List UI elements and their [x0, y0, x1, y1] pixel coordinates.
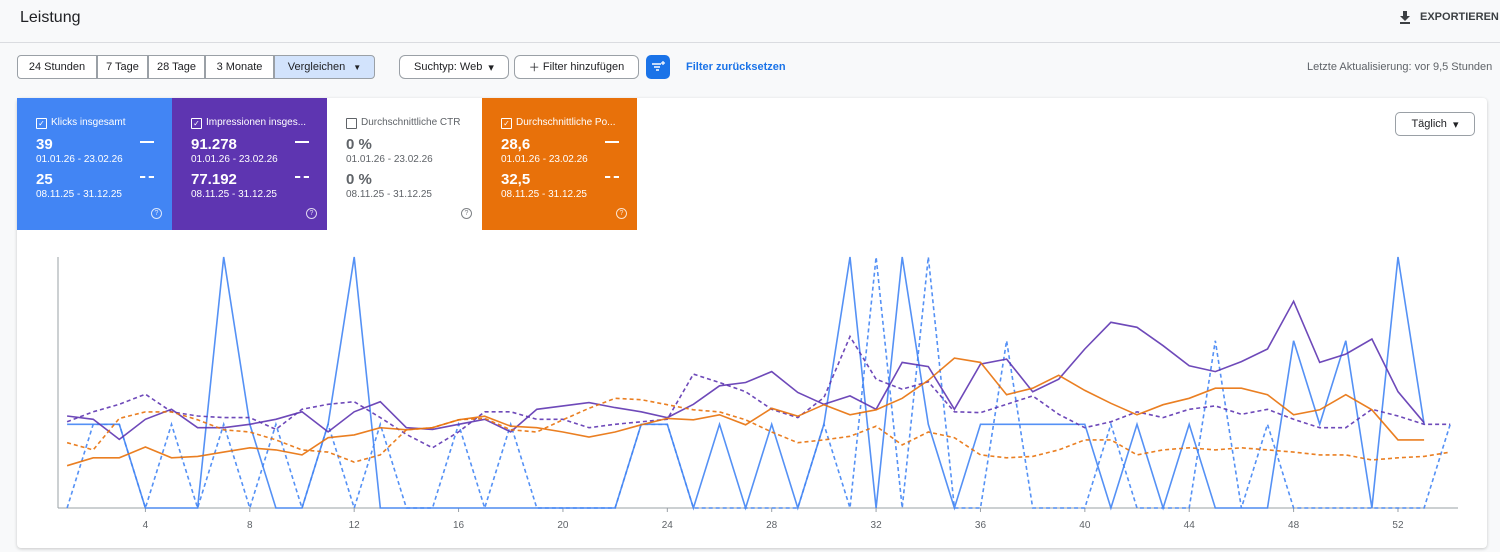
metric-period: 01.01.26 - 23.02.26: [191, 154, 278, 165]
metric-total: 28,6: [501, 136, 531, 153]
filter-icon: [652, 61, 665, 71]
metric-card[interactable]: ✓ Impressionen insges... 91.278 01.01.26 - …: [172, 98, 327, 230]
checkbox: ✓: [191, 118, 202, 129]
dashed-indicator: [605, 176, 619, 178]
x-tick-label: 28: [766, 520, 778, 531]
export-button[interactable]: EXPORTIEREN: [1420, 11, 1499, 23]
x-tick-label: 32: [871, 520, 883, 531]
current-line: [66, 299, 1425, 441]
metric-card[interactable]: ✓ Durchschnittliche Po... 28,6 01.01.26 - 2…: [482, 98, 637, 230]
range-button[interactable]: 3 Monate: [205, 55, 274, 79]
metric-previous-total: 77.192: [191, 171, 237, 188]
download-icon[interactable]: [1398, 10, 1412, 24]
dashed-indicator: [295, 176, 309, 178]
metric-total: 0 %: [346, 136, 372, 153]
reset-filter[interactable]: Filter zurücksetzen: [686, 61, 786, 73]
metric-previous-period: 08.11.25 - 31.12.25: [346, 189, 432, 200]
last-update: Letzte Aktualisierung: vor 9,5 Stunden: [1307, 61, 1493, 73]
metric-previous-period: 08.11.25 - 31.12.25: [501, 189, 587, 200]
metric-period: 01.01.26 - 23.02.26: [501, 154, 588, 165]
x-tick-label: 36: [975, 520, 987, 531]
metric-period: 01.01.26 - 23.02.26: [346, 154, 433, 165]
solid-indicator: [140, 141, 154, 143]
metric-label: Klicks insgesamt: [51, 117, 126, 128]
metric-period: 01.01.26 - 23.02.26: [36, 154, 123, 165]
x-tick-label: 16: [453, 520, 465, 531]
current-line: [67, 256, 1425, 511]
x-tick-label: 48: [1288, 520, 1300, 531]
help-icon: ?: [306, 208, 317, 219]
x-tick-label: 8: [247, 520, 253, 531]
granularity-button[interactable]: Täglich ▾: [1395, 112, 1475, 136]
help-icon: ?: [616, 208, 627, 219]
metric-previous-total: 32,5: [501, 171, 531, 188]
metric-previous-total: 0 %: [346, 171, 372, 188]
search-type-button[interactable]: Suchtyp: Web ▾: [399, 55, 509, 79]
search-type: Suchtyp: Web: [414, 61, 483, 73]
dropdown-arrow: ▼: [353, 62, 362, 72]
add-filter: Filter hinzufügen: [542, 61, 625, 73]
help-icon: ?: [461, 208, 472, 219]
previous-line: [66, 397, 1451, 463]
checkbox: ✓: [501, 118, 512, 129]
x-tick-label: 40: [1079, 520, 1091, 531]
range-button[interactable]: 24 Stunden: [17, 55, 97, 79]
metric-previous-period: 08.11.25 - 31.12.25: [36, 189, 122, 200]
previous-line: [66, 256, 1451, 511]
metric-previous-total: 25: [36, 171, 53, 188]
dashed-indicator: [140, 176, 154, 178]
x-tick-label: 44: [1184, 520, 1196, 531]
range-button[interactable]: 7 Tage: [97, 55, 148, 79]
solid-indicator: [605, 141, 619, 143]
checkbox: ✓: [36, 118, 47, 129]
metric-card[interactable]: Durchschnittliche CTR 0 % 01.01.26 - 23.02…: [327, 98, 482, 230]
metric-label: Durchschnittliche Po...: [516, 117, 616, 128]
granularity: Täglich: [1411, 118, 1447, 130]
solid-indicator: [295, 141, 309, 143]
divider: [0, 42, 1500, 43]
x-tick-label: 52: [1392, 520, 1404, 531]
range-button[interactable]: 28 Tage: [148, 55, 205, 79]
range-button[interactable]: Vergleichen ▼: [274, 55, 375, 79]
x-tick-label: 24: [662, 520, 674, 531]
current-line: [66, 357, 1425, 467]
page-title: Leistung: [20, 9, 81, 26]
filter-icon-button[interactable]: [646, 55, 670, 79]
help-icon: ?: [151, 208, 162, 219]
metric-total: 39: [36, 136, 53, 153]
metric-previous-period: 08.11.25 - 31.12.25: [191, 189, 277, 200]
x-tick-label: 4: [143, 520, 149, 531]
metric-total: 91.278: [191, 136, 237, 153]
metric-card[interactable]: ✓ Klicks insgesamt 39 01.01.26 - 23.02.26 25…: [17, 98, 172, 230]
checkbox: [346, 118, 357, 129]
x-tick-label: 12: [349, 520, 361, 531]
metric-label: Impressionen insges...: [206, 117, 307, 128]
x-tick-label: 20: [557, 520, 569, 531]
previous-line: [66, 334, 1451, 449]
metric-label: Durchschnittliche CTR: [361, 117, 461, 128]
last-update-wrap: Letzte Aktualisierung: vor 9,5 Stunden: [1200, 61, 1500, 73]
add-filter-button[interactable]: ＋ Filter hinzufügen: [514, 55, 639, 79]
